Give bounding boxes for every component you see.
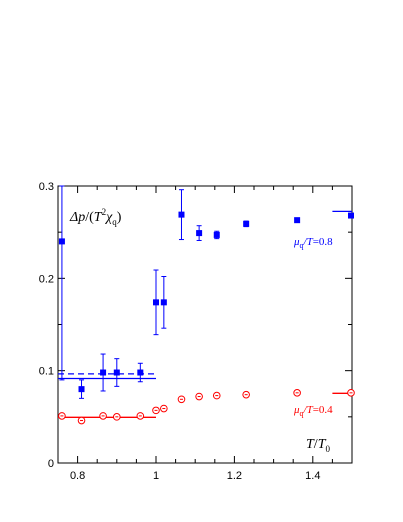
data-point-square xyxy=(160,299,167,306)
plot-frame xyxy=(57,185,353,464)
data-point-square xyxy=(137,369,144,376)
data-point-square xyxy=(113,369,120,376)
mu-04-label: μq/T=0.4 xyxy=(293,404,333,418)
y-axis-annotation: Δp/(T2χq) xyxy=(69,207,122,227)
y-tick-label: 0.3 xyxy=(39,181,54,193)
x-tick-label: 0.8 xyxy=(70,470,85,482)
data-point-square xyxy=(58,238,65,245)
x-tick-label: 1.4 xyxy=(305,470,320,482)
data-point-square xyxy=(100,369,107,376)
x-tick-label: 1 xyxy=(153,470,159,482)
data-point-square xyxy=(153,299,159,306)
axis-ticks: 0.8 1 1.2 1.4 0 0.1 0.2 0.3 xyxy=(39,181,353,482)
y-tick-label: 0.2 xyxy=(39,273,54,285)
data-points xyxy=(58,211,355,425)
data-point-square xyxy=(178,211,185,218)
mu-08-label: μq/T=0.8 xyxy=(293,236,333,250)
data-point-square xyxy=(213,231,220,238)
y-tick-label: 0 xyxy=(48,458,54,470)
data-point-square xyxy=(294,217,301,224)
x-tick-label: 1.2 xyxy=(227,470,242,482)
y-tick-label: 0.1 xyxy=(39,366,54,378)
x-axis-annotation: T/T0 xyxy=(306,437,330,454)
data-point-square xyxy=(196,230,203,237)
data-point-square xyxy=(243,220,250,227)
data-point-square xyxy=(348,212,354,219)
data-point-square xyxy=(78,386,85,393)
